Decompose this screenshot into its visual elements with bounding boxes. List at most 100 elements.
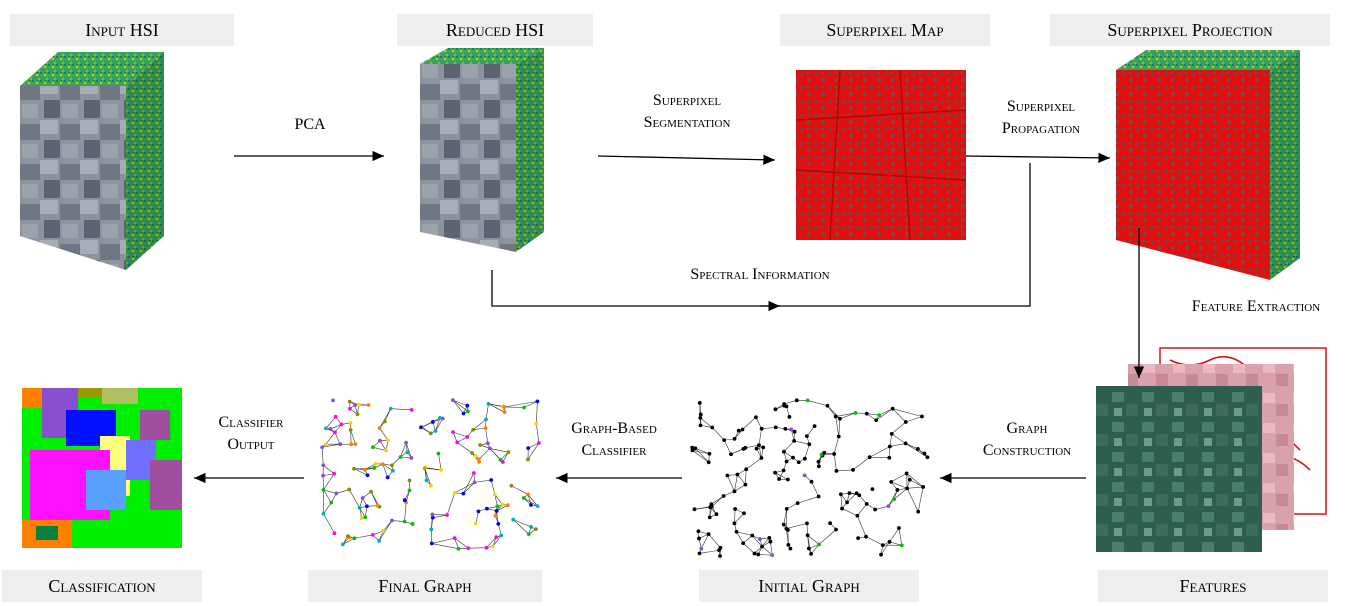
graph-edge [323,473,335,491]
graph-node [889,431,894,436]
graph-node [697,551,702,556]
graph-node [721,494,726,498]
graph-node [899,543,904,548]
graph-node [494,535,499,540]
graph-node [433,429,438,433]
graph-node [535,504,540,509]
graph-node [854,491,859,496]
graph-edge [891,481,908,489]
graph-edge [889,433,893,447]
graph-node [693,446,698,451]
graph-node [359,516,364,521]
graph-node [365,504,369,509]
graph-node [375,503,380,508]
graph-edge [905,443,918,450]
graph-node [804,434,809,439]
arrow-label-feature-extraction: Feature Extraction [1191,298,1321,315]
graph-node [492,492,497,497]
graph-node [903,441,908,446]
graph-node [352,536,357,541]
graph-node [402,519,407,524]
graph-node [788,546,793,551]
graph-node [484,545,489,550]
graph-edge [857,515,867,537]
graph-edge [336,489,350,494]
input-hsi-cube [20,52,164,270]
arrow-label-graph-construction: Graph Construction [962,418,1092,462]
graph-edge [734,484,746,492]
graph-node [768,539,773,544]
graph-node [734,529,739,534]
graph-node [880,543,885,548]
graph-edge [905,416,923,423]
graph-edge [786,523,808,529]
graph-edge [452,399,464,414]
graph-node [792,439,797,443]
graph-edge [906,473,908,489]
graph-node [777,477,782,481]
graph-node [355,412,360,417]
graph-node [903,420,908,424]
graph-node [905,486,910,491]
graph-edge [528,442,540,449]
graph-node [450,398,455,403]
graph-node [717,548,721,553]
graph-node [390,518,394,523]
graph-node [784,526,789,531]
graph-node [791,455,795,460]
graph-node [802,456,807,461]
graph-node [833,414,838,419]
graph-node [783,426,788,431]
graph-node [371,445,375,450]
graph-node [452,490,457,495]
graph-node [349,442,354,447]
graph-node [807,442,812,447]
graph-edge [734,474,738,492]
graph-edge [379,427,389,441]
graph-edge [486,536,497,548]
graph-node [760,544,764,549]
graph-node [320,445,325,450]
graph-node [466,546,471,551]
graph-edge [492,535,502,547]
graph-node [754,415,758,420]
graph-edge [811,481,819,497]
graph-edge [712,427,725,441]
graph-node [864,534,868,539]
graph-node [759,456,764,460]
graph-node [743,445,748,450]
graph-node [809,479,814,484]
graph-node [348,421,353,425]
graph-node [500,502,505,507]
graph-edge [330,424,342,430]
graph-node [534,421,539,426]
graph-edge [494,494,498,507]
graph-edge [536,423,540,444]
graph-node [834,527,838,532]
graph-edge [866,413,880,416]
graph-node [840,506,844,511]
graph-edge [806,425,815,437]
graph-edge [527,494,538,507]
graph-edge [840,494,843,509]
graph-node [784,459,789,464]
graph-edge [880,541,890,555]
graph-edge [370,491,378,506]
graph-edge [807,535,810,549]
graph-edge [424,468,442,471]
graph-node [429,527,434,532]
graph-node [847,491,852,495]
arrow-label-line-2: Construction [982,442,1072,459]
graph-node [402,498,407,503]
graph-node [495,504,500,509]
graph-edge [737,474,746,485]
graph-edge [807,535,820,545]
graph-edge [835,416,840,437]
graph-node [485,441,490,446]
graph-node [331,398,335,403]
arrow-label-spectral-information: Spectral Information [690,266,830,283]
graph-node [498,457,503,462]
graph-node [816,464,821,469]
arrow-label-line-1: Graph [1006,420,1048,437]
graph-edge [354,534,373,539]
